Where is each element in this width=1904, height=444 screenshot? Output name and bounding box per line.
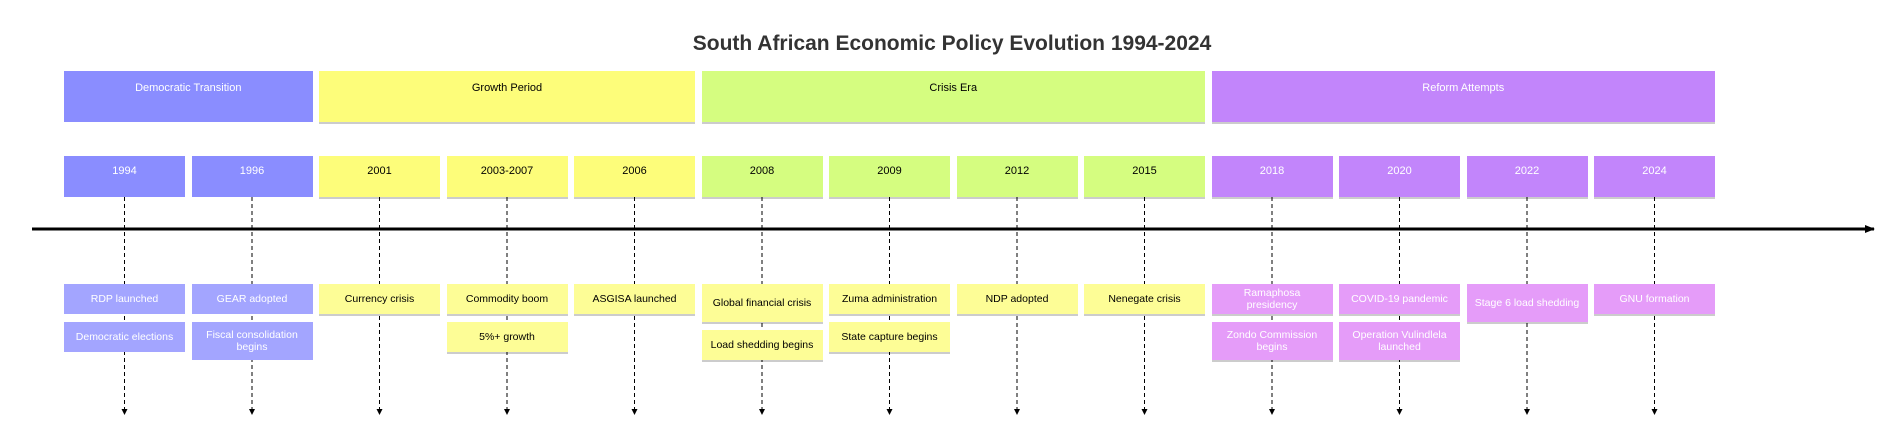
period-1996: 1996 xyxy=(191,156,313,197)
event-box: Ramaphosa presidency xyxy=(1211,284,1333,314)
event-box: Commodity boom xyxy=(446,284,568,314)
event-box: ASGISA launched xyxy=(574,284,695,314)
event-box: Fiscal consolidation begins xyxy=(191,322,313,360)
diagram-title: South African Economic Policy Evolution … xyxy=(692,32,1212,55)
period-2012: 2012 xyxy=(956,156,1078,197)
period-2008: 2008 xyxy=(701,156,823,197)
event-box: 5%+ growth xyxy=(446,322,568,352)
section-header-democratic: Democratic Transition xyxy=(64,71,313,122)
section-header-reform: Reform Attempts xyxy=(1211,71,1715,122)
period-2015: 2015 xyxy=(1084,156,1205,197)
period-2009: 2009 xyxy=(829,156,950,197)
period-2001: 2001 xyxy=(319,156,440,197)
period-2020: 2020 xyxy=(1339,156,1460,197)
event-box: Democratic elections xyxy=(64,322,185,352)
section-header-growth: Growth Period xyxy=(319,71,695,122)
event-box: Operation Vulindlela launched xyxy=(1339,322,1460,360)
event-box: GNU formation xyxy=(1594,284,1715,314)
event-box: RDP launched xyxy=(64,284,185,314)
event-box: Global financial crisis xyxy=(701,284,823,322)
event-box: Nenegate crisis xyxy=(1084,284,1205,314)
event-box: State capture begins xyxy=(829,322,950,352)
event-box: Currency crisis xyxy=(319,284,440,314)
period-2003-2007: 2003-2007 xyxy=(446,156,568,197)
period-2022: 2022 xyxy=(1466,156,1588,197)
period-2006: 2006 xyxy=(574,156,695,197)
period-1994: 1994 xyxy=(64,156,185,197)
event-box: Load shedding begins xyxy=(701,330,823,360)
event-box: Stage 6 load shedding xyxy=(1466,284,1588,322)
event-box: GEAR adopted xyxy=(191,284,313,314)
section-header-crisis: Crisis Era xyxy=(701,71,1205,122)
event-box: Zondo Commission begins xyxy=(1211,322,1333,360)
event-box: Zuma administration xyxy=(829,284,950,314)
period-2018: 2018 xyxy=(1211,156,1333,197)
period-2024: 2024 xyxy=(1594,156,1715,197)
event-box: NDP adopted xyxy=(956,284,1078,314)
event-box: COVID-19 pandemic xyxy=(1339,284,1460,314)
